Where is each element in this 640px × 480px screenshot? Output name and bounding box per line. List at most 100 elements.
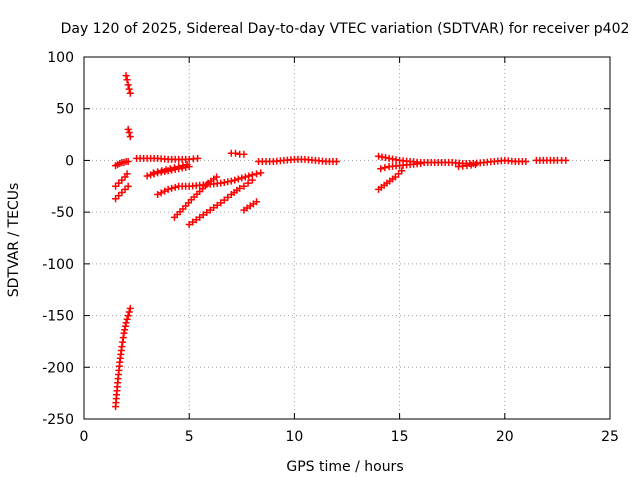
- plot-frame: [83, 56, 611, 420]
- data-point: [217, 199, 225, 207]
- data-point: [126, 133, 134, 141]
- y-tick-label: -100: [42, 257, 74, 273]
- data-point: [118, 188, 126, 196]
- x-tick-label: 10: [285, 429, 303, 445]
- data-point: [122, 319, 130, 327]
- data-point: [192, 216, 200, 224]
- x-tick-label: 15: [391, 429, 409, 445]
- data-point: [257, 169, 265, 177]
- data-point: [123, 170, 131, 178]
- y-tick-label: 100: [47, 50, 74, 66]
- data-series-segment: [112, 170, 131, 190]
- data-point: [154, 191, 162, 199]
- x-tick-label: 5: [185, 429, 194, 445]
- data-point: [227, 177, 235, 185]
- y-tick-label: -200: [42, 360, 74, 376]
- x-tick-label: 20: [496, 429, 514, 445]
- y-tick-label: -250: [42, 412, 74, 428]
- data-point: [377, 165, 385, 173]
- x-axis-label: GPS time / hours: [286, 459, 403, 475]
- data-point: [124, 125, 132, 133]
- data-series-segment: [112, 157, 132, 170]
- data-point: [123, 315, 131, 323]
- data-point: [522, 157, 530, 165]
- data-point: [157, 189, 165, 197]
- data-series-segment: [455, 161, 479, 171]
- data-point: [471, 161, 479, 169]
- tick-layer: 0 5 10 15 20 25 -250 -200 -150 -100 -50 0 50 100: [42, 50, 619, 445]
- data-point: [248, 176, 256, 184]
- data-point: [231, 176, 239, 184]
- data-point: [213, 201, 221, 209]
- data-layer: [112, 72, 570, 411]
- y-tick-label: -150: [42, 309, 74, 325]
- data-point: [143, 172, 151, 180]
- data-point: [398, 167, 406, 175]
- data-point: [161, 187, 169, 195]
- data-point: [115, 192, 123, 200]
- data-series-segment: [375, 152, 530, 168]
- data-point: [185, 163, 193, 171]
- data-point: [206, 206, 214, 214]
- data-point: [147, 171, 155, 179]
- data-series-segment: [133, 154, 202, 163]
- data-point: [123, 76, 131, 84]
- data-point: [213, 173, 221, 181]
- data-series-segment: [240, 176, 256, 190]
- data-series-segment: [375, 167, 406, 193]
- data-series-segment: [255, 155, 340, 165]
- data-point: [118, 176, 126, 184]
- data-series-segment: [185, 184, 244, 229]
- data-point: [115, 179, 123, 187]
- data-series-segment: [112, 304, 134, 411]
- data-point: [203, 208, 211, 216]
- data-point: [240, 182, 248, 190]
- data-point: [125, 85, 133, 93]
- data-point: [124, 312, 132, 320]
- data-series-segment: [240, 198, 261, 214]
- data-point: [168, 184, 176, 192]
- data-point: [210, 204, 218, 212]
- data-point: [244, 179, 252, 187]
- data-point: [194, 154, 202, 162]
- data-point: [220, 196, 228, 204]
- data-point: [240, 150, 248, 158]
- data-point: [224, 193, 232, 201]
- data-series-segment: [170, 173, 221, 221]
- data-point: [199, 211, 207, 219]
- data-point: [126, 89, 134, 97]
- y-tick-label: -50: [51, 205, 74, 221]
- data-series-segment: [227, 149, 248, 158]
- data-point: [253, 170, 261, 178]
- data-point: [112, 195, 120, 203]
- data-point: [381, 164, 389, 172]
- data-series-segment: [122, 72, 134, 97]
- y-tick-label: 50: [56, 102, 74, 118]
- data-series-segment: [143, 163, 193, 180]
- data-point: [126, 304, 134, 312]
- y-axis-label: SDTVAR / TECUs: [6, 183, 22, 298]
- data-point: [125, 308, 133, 316]
- data-point: [236, 184, 244, 192]
- data-point: [238, 174, 246, 182]
- data-point: [234, 175, 242, 183]
- chart-title: Day 120 of 2025, Sidereal Day-to-day VTE…: [61, 21, 630, 37]
- data-point: [189, 218, 197, 226]
- data-point: [332, 157, 340, 165]
- data-point: [164, 185, 172, 193]
- x-tick-label: 0: [80, 429, 89, 445]
- data-point: [124, 81, 132, 89]
- data-point: [122, 72, 130, 80]
- data-point: [124, 157, 132, 165]
- data-point: [125, 129, 133, 137]
- data-point: [231, 149, 239, 157]
- data-point: [245, 172, 253, 180]
- data-point: [395, 170, 403, 178]
- data-point: [391, 173, 399, 181]
- data-point: [562, 156, 570, 164]
- x-tick-label: 25: [601, 429, 619, 445]
- data-point: [112, 182, 120, 190]
- data-point: [121, 185, 129, 193]
- data-point: [196, 213, 204, 221]
